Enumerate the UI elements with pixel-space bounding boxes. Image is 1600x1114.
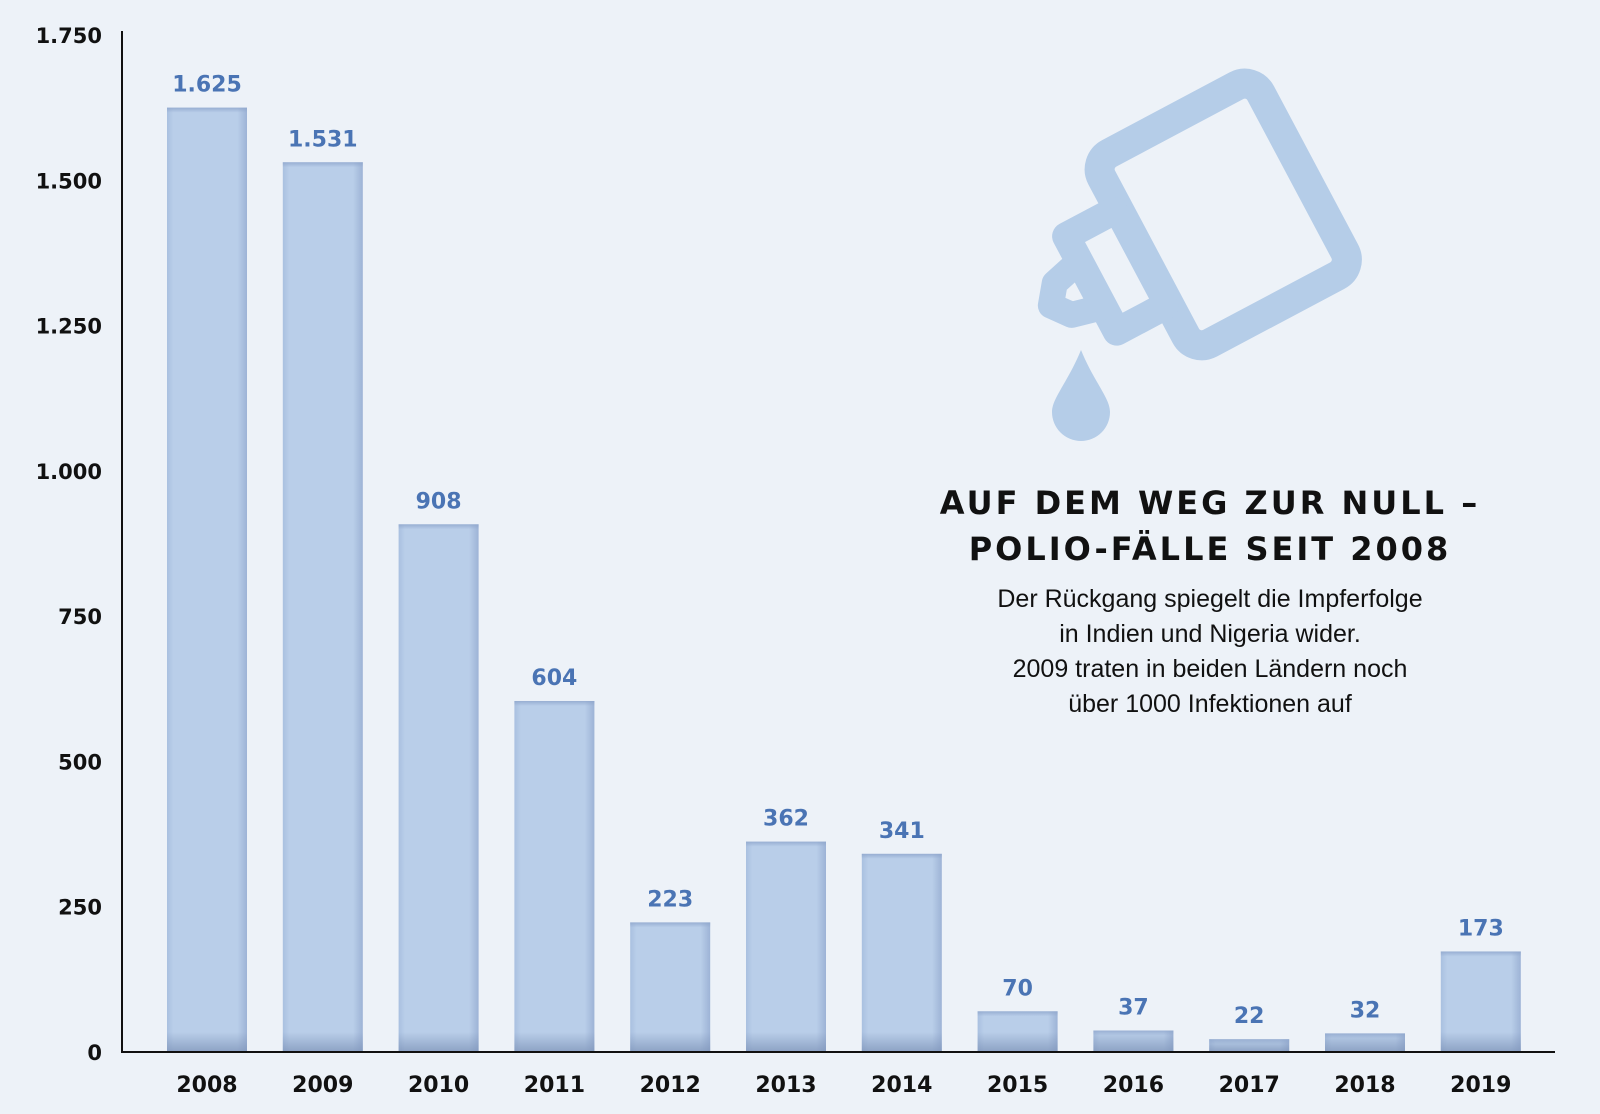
bar-2014	[861, 853, 942, 1052]
x-tick-label-2010: 2010	[408, 1073, 469, 1098]
y-tick-label-0: 0	[87, 1041, 102, 1065]
y-tick-label-500: 500	[58, 750, 102, 774]
x-tick-label-2016: 2016	[1103, 1073, 1164, 1098]
bar-bottom-shade	[1440, 1032, 1521, 1052]
bar-2019	[1440, 951, 1521, 1052]
bar-fill	[514, 700, 595, 1052]
x-tick-label-2011: 2011	[524, 1073, 585, 1098]
data-label-2010: 908	[416, 489, 462, 514]
bar-fill	[630, 922, 711, 1052]
bar-2015	[977, 1011, 1058, 1052]
y-tick-label-1250: 1.250	[36, 315, 102, 339]
bar-bottom-shade	[514, 1032, 595, 1052]
bar-top-edge	[398, 524, 479, 530]
y-tick-label-1500: 1.500	[36, 169, 102, 193]
bar-2009	[282, 162, 363, 1053]
y-tick-label-250: 250	[58, 896, 102, 920]
data-label-2008: 1.625	[172, 73, 242, 98]
bar-top-edge	[282, 162, 363, 168]
bar-2013	[746, 841, 826, 1052]
data-label-2013: 362	[763, 807, 809, 832]
bar-2008	[167, 107, 247, 1052]
title-block: AUF DEM WEG ZUR NULL – POLIO-FÄLLE SEIT …	[900, 480, 1520, 722]
bar-top-edge	[167, 107, 247, 113]
bar-fill	[282, 162, 363, 1053]
x-tick-label-2018: 2018	[1334, 1073, 1395, 1098]
x-tick-label-2017: 2017	[1219, 1073, 1280, 1098]
x-tick-label-2008: 2008	[176, 1073, 237, 1098]
y-tick-label-1750: 1.750	[36, 24, 102, 48]
bar-bottom-shade	[977, 1032, 1058, 1052]
bar-bottom-shade	[861, 1032, 942, 1052]
chart-subtitle-line-2: in Indien und Nigeria wider.	[1059, 620, 1361, 648]
bar-2017	[1209, 1039, 1290, 1052]
data-label-2014: 341	[879, 819, 925, 844]
data-label-2016: 37	[1118, 995, 1149, 1020]
bar-bottom-shade	[746, 1032, 826, 1052]
bar-bottom-shade	[1209, 1039, 1290, 1052]
bar-fill	[861, 853, 942, 1052]
x-tick-label-2009: 2009	[292, 1073, 353, 1098]
bar-bottom-shade	[398, 1032, 479, 1052]
bar-bottom-shade	[630, 1032, 711, 1052]
bar-top-edge	[514, 700, 595, 706]
bar-2018	[1325, 1033, 1405, 1052]
y-tick-label-1000: 1.000	[36, 460, 102, 484]
vaccine-dropper-icon	[1037, 68, 1362, 441]
x-tick-label-2013: 2013	[755, 1073, 816, 1098]
bar-bottom-shade	[167, 1032, 247, 1052]
bar-top-edge	[1440, 951, 1521, 957]
bar-2011	[514, 700, 595, 1052]
chart-subtitle-line-1: Der Rückgang spiegelt die Impferfolge	[997, 585, 1423, 613]
y-tick-label-750: 750	[58, 605, 102, 629]
bar-top-edge	[861, 853, 942, 859]
data-label-2018: 32	[1350, 998, 1381, 1023]
chart-subtitle-line-4: über 1000 Infektionen auf	[1068, 690, 1352, 718]
data-label-2015: 70	[1002, 976, 1033, 1001]
bar-top-edge	[630, 922, 711, 928]
data-label-2011: 604	[531, 666, 577, 691]
x-tick-label-2015: 2015	[987, 1073, 1048, 1098]
bar-top-edge	[746, 841, 826, 847]
bar-fill	[167, 107, 247, 1052]
chart-subtitle-line-3: 2009 traten in beiden Ländern noch	[1012, 655, 1408, 683]
bar-2016	[1093, 1030, 1174, 1052]
bar-2010	[398, 524, 479, 1052]
bar-bottom-shade	[1093, 1032, 1174, 1052]
chart-title-line-2: POLIO-FÄLLE SEIT 2008	[968, 530, 1452, 568]
bar-fill	[398, 524, 479, 1052]
bar-fill	[746, 841, 826, 1052]
data-label-2019: 173	[1458, 916, 1504, 941]
data-label-2009: 1.531	[288, 127, 358, 152]
chart-title-line-1: AUF DEM WEG ZUR NULL –	[939, 484, 1481, 522]
x-tick-label-2012: 2012	[640, 1073, 701, 1098]
bar-bottom-shade	[282, 1032, 363, 1052]
data-label-2012: 223	[647, 887, 693, 912]
bar-top-edge	[977, 1011, 1058, 1017]
x-tick-label-2014: 2014	[871, 1073, 932, 1098]
x-tick-label-2019: 2019	[1450, 1073, 1511, 1098]
data-label-2017: 22	[1234, 1004, 1265, 1029]
bar-2012	[630, 922, 711, 1052]
bar-bottom-shade	[1325, 1033, 1405, 1052]
